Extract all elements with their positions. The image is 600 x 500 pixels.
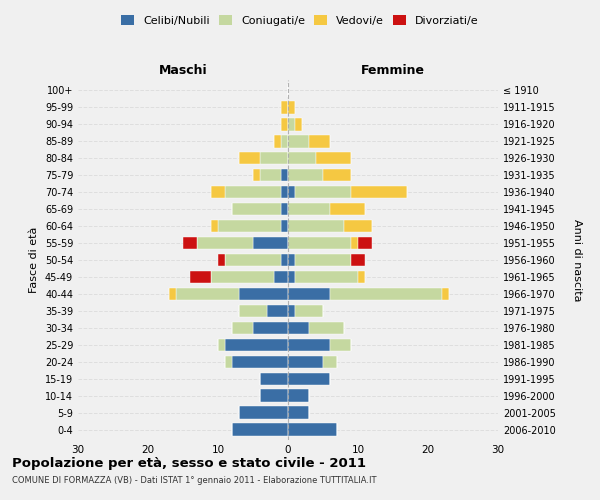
Bar — [260, 390, 288, 402]
Bar — [260, 152, 288, 164]
Y-axis label: Anni di nascita: Anni di nascita — [572, 219, 583, 301]
Bar — [295, 254, 351, 266]
Bar — [288, 220, 344, 232]
Bar — [323, 356, 337, 368]
Bar — [281, 186, 288, 198]
Bar — [211, 220, 218, 232]
Bar — [330, 202, 365, 215]
Text: Maschi: Maschi — [158, 64, 208, 76]
Bar — [274, 270, 288, 283]
Bar — [351, 236, 358, 250]
Bar — [288, 186, 295, 198]
Bar — [344, 220, 372, 232]
Bar — [239, 152, 260, 164]
Bar — [225, 254, 281, 266]
Bar — [197, 236, 253, 250]
Bar — [281, 168, 288, 181]
Bar — [316, 152, 351, 164]
Bar — [288, 101, 295, 114]
Bar — [288, 338, 330, 351]
Bar — [281, 101, 288, 114]
Bar — [225, 338, 288, 351]
Bar — [358, 270, 365, 283]
Bar — [323, 168, 351, 181]
Bar — [232, 322, 253, 334]
Bar — [232, 202, 281, 215]
Bar — [309, 322, 344, 334]
Bar — [288, 372, 330, 385]
Bar — [288, 168, 323, 181]
Bar — [330, 338, 351, 351]
Bar — [253, 322, 288, 334]
Bar — [288, 236, 351, 250]
Text: Popolazione per età, sesso e stato civile - 2011: Popolazione per età, sesso e stato civil… — [12, 458, 366, 470]
Bar — [295, 304, 323, 318]
Bar — [239, 288, 288, 300]
Bar — [225, 186, 281, 198]
Bar — [232, 356, 288, 368]
Bar — [288, 424, 337, 436]
Bar — [288, 270, 295, 283]
Bar — [232, 424, 288, 436]
Bar — [239, 406, 288, 419]
Bar — [351, 186, 407, 198]
Bar — [281, 202, 288, 215]
Bar — [218, 254, 225, 266]
Bar — [288, 118, 295, 130]
Legend: Celibi/Nubili, Coniugati/e, Vedovi/e, Divorziati/e: Celibi/Nubili, Coniugati/e, Vedovi/e, Di… — [117, 10, 483, 30]
Bar — [176, 288, 239, 300]
Bar — [295, 118, 302, 130]
Bar — [309, 135, 330, 147]
Y-axis label: Fasce di età: Fasce di età — [29, 227, 39, 293]
Bar — [281, 118, 288, 130]
Bar — [253, 168, 260, 181]
Bar — [288, 288, 330, 300]
Bar — [267, 304, 288, 318]
Bar — [253, 236, 288, 250]
Bar — [218, 338, 225, 351]
Bar — [295, 186, 351, 198]
Bar — [351, 254, 365, 266]
Text: COMUNE DI FORMAZZA (VB) - Dati ISTAT 1° gennaio 2011 - Elaborazione TUTTITALIA.I: COMUNE DI FORMAZZA (VB) - Dati ISTAT 1° … — [12, 476, 377, 485]
Bar — [288, 135, 309, 147]
Bar — [211, 270, 274, 283]
Bar — [288, 152, 316, 164]
Bar — [190, 270, 211, 283]
Bar — [330, 288, 442, 300]
Bar — [169, 288, 176, 300]
Bar — [288, 356, 323, 368]
Text: Femmine: Femmine — [361, 64, 425, 76]
Bar — [288, 390, 309, 402]
Bar — [225, 356, 232, 368]
Bar — [288, 406, 309, 419]
Bar — [288, 304, 295, 318]
Bar — [260, 372, 288, 385]
Bar — [288, 322, 309, 334]
Bar — [218, 220, 281, 232]
Bar — [183, 236, 197, 250]
Bar — [295, 270, 358, 283]
Bar — [211, 186, 225, 198]
Bar — [358, 236, 372, 250]
Bar — [288, 202, 330, 215]
Bar — [274, 135, 281, 147]
Bar — [281, 220, 288, 232]
Bar — [239, 304, 267, 318]
Bar — [281, 254, 288, 266]
Bar — [260, 168, 281, 181]
Bar — [281, 135, 288, 147]
Bar — [442, 288, 449, 300]
Bar — [288, 254, 295, 266]
